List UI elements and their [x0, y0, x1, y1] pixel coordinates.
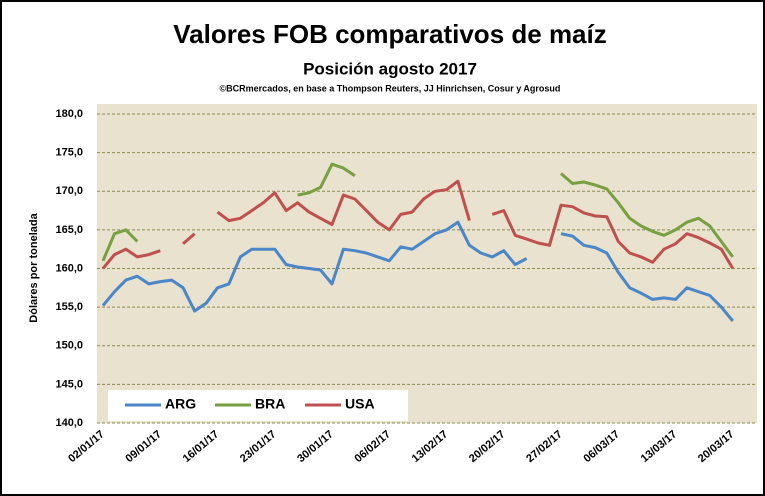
series-line — [101, 179, 735, 270]
legend-label: BRA — [255, 396, 285, 412]
y-tick-label: 165,0 — [55, 224, 83, 236]
series-line — [101, 162, 735, 262]
y-tick-label: 180,0 — [55, 108, 83, 120]
plot-area — [97, 104, 757, 423]
y-tick-label: 145,0 — [55, 378, 83, 390]
y-axis-label: Dólares por tonelada — [28, 212, 40, 322]
y-tick-label: 170,0 — [55, 185, 83, 197]
y-tick-label: 155,0 — [55, 301, 83, 313]
legend-label: USA — [345, 396, 375, 412]
y-tick-label: 140,0 — [55, 417, 83, 429]
y-tick-label: 160,0 — [55, 262, 83, 274]
chart-title: Valores FOB comparativos de maíz — [173, 19, 607, 49]
legend-label: ARG — [165, 396, 196, 412]
y-tick-label: 175,0 — [55, 147, 83, 159]
series-line — [101, 220, 734, 322]
source-note: ©BCRmercados, en base a Thompson Reuters… — [220, 83, 561, 93]
chart-subtitle: Posición agosto 2017 — [303, 59, 477, 78]
y-tick-label: 150,0 — [55, 340, 83, 352]
